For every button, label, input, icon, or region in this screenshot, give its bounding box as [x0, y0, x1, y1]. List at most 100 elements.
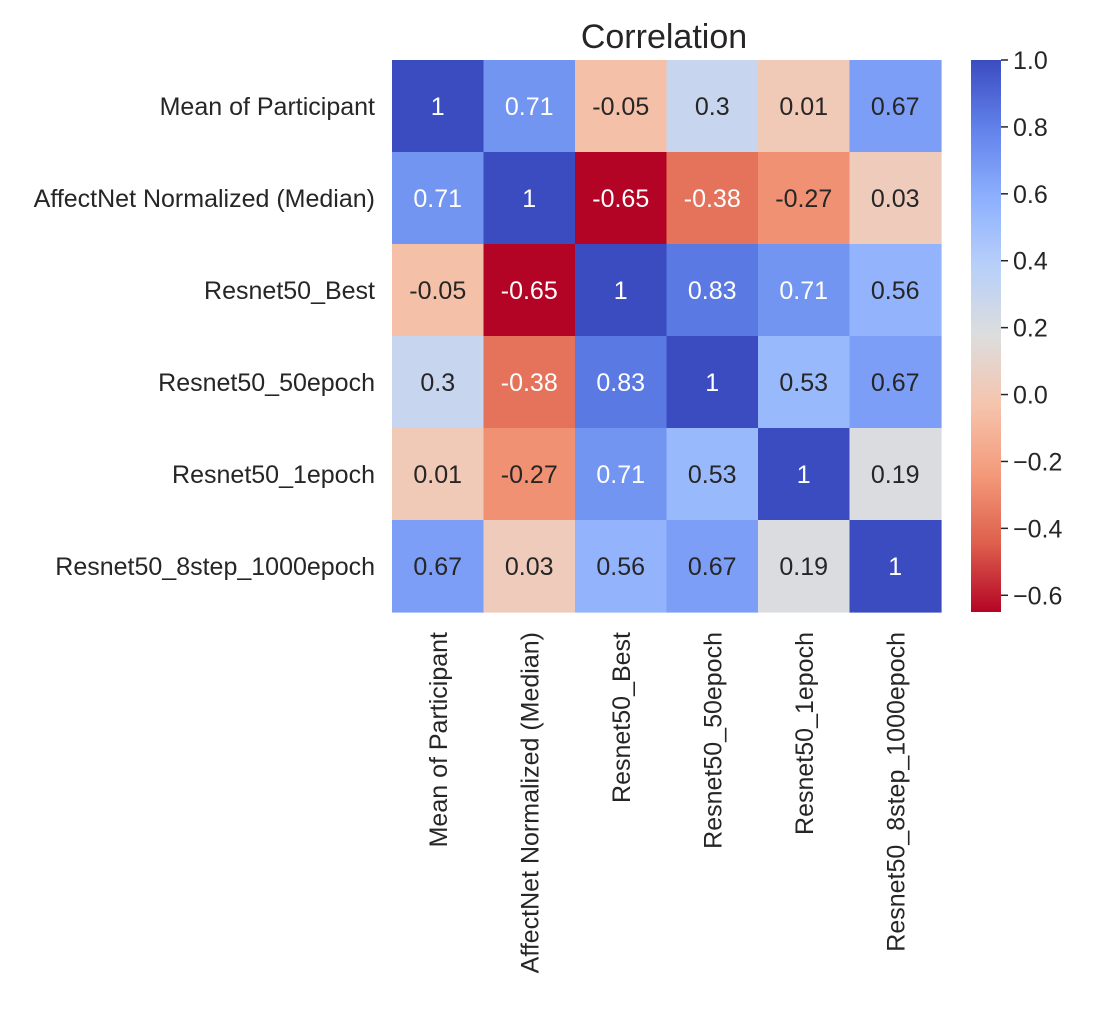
colorbar-tick-label-3: 0.4 [1013, 248, 1048, 276]
x-axis-tick-labels: Mean of Participant AffectNet Normalized … [425, 632, 911, 973]
cell-annotation-r3-c3: 1 [705, 369, 719, 397]
heatmap-cell-r5-c5 [849, 520, 942, 613]
colorbar-gradient [971, 60, 1001, 612]
heatmap-cell-r3-c2 [575, 336, 668, 429]
cell-annotation-r1-c3: -0.38 [684, 185, 741, 213]
heatmap-cell-r3-c1 [483, 336, 576, 429]
cell-annotation-r1-c0: 0.71 [413, 185, 462, 213]
cell-annotation-r4-c3: 0.53 [688, 461, 737, 489]
cell-annotation-r3-c5: 0.67 [871, 369, 920, 397]
cell-annotation-r2-c3: 0.83 [688, 277, 737, 305]
x-tick-label-resnet50-50epoch: Resnet50_50epoch [699, 632, 727, 849]
cell-annotation-r0-c2: -0.05 [592, 93, 649, 121]
heatmap-cells [392, 60, 942, 613]
cell-annotation-r3-c0: 0.3 [420, 369, 455, 397]
heatmap-cell-r2-c0 [392, 244, 485, 337]
heatmap-cell-r1-c5 [849, 152, 942, 245]
cell-annotation-r2-c2: 1 [614, 277, 628, 305]
heatmap-cell-r0-c5 [849, 60, 942, 153]
cell-annotation-r1-c1: 1 [522, 185, 536, 213]
cell-annotation-r4-c5: 0.19 [871, 461, 920, 489]
heatmap-cell-r0-c0 [392, 60, 485, 153]
x-tick-label-resnet50-8step-1000epoch: Resnet50_8step_1000epoch [882, 632, 910, 952]
colorbar-ticks: 1.0 0.8 0.6 0.4 0.2 0.0 −0.2 −0.4 −0.6 [1001, 47, 1062, 610]
y-tick-label-resnet50-best: Resnet50_Best [204, 277, 375, 305]
cell-annotation-r5-c1: 0.03 [505, 553, 554, 581]
x-tick-label-resnet50-1epoch: Resnet50_1epoch [791, 632, 819, 835]
colorbar-tick-label-2: 0.6 [1013, 181, 1048, 209]
heatmap-cell-r1-c4 [758, 152, 851, 245]
heatmap-cell-r0-c2 [575, 60, 668, 153]
heatmap-cell-r0-c3 [666, 60, 759, 153]
x-tick-label-mean-of-participant: Mean of Participant [425, 632, 453, 847]
cell-annotation-r5-c0: 0.67 [413, 553, 462, 581]
heatmap-cell-r1-c0 [392, 152, 485, 245]
colorbar-tick-label-1: 0.8 [1013, 114, 1048, 142]
heatmap-cell-r2-c5 [849, 244, 942, 337]
cell-annotation-r1-c2: -0.65 [592, 185, 649, 213]
cell-annotation-r0-c0: 1 [431, 93, 445, 121]
cell-annotation-r1-c5: 0.03 [871, 185, 920, 213]
heatmap-cell-r4-c5 [849, 428, 942, 521]
heatmap-cell-r5-c3 [666, 520, 759, 613]
heatmap-cell-r1-c3 [666, 152, 759, 245]
heatmap-cell-r1-c1 [483, 152, 576, 245]
heatmap-cell-r0-c4 [758, 60, 851, 153]
cell-annotation-r3-c2: 0.83 [596, 369, 645, 397]
y-tick-label-mean-of-participant: Mean of Participant [160, 93, 375, 121]
cell-annotation-r4-c0: 0.01 [413, 461, 462, 489]
colorbar-tick-label-5: 0.0 [1013, 382, 1048, 410]
cell-annotation-r5-c2: 0.56 [596, 553, 645, 581]
cell-annotation-r3-c4: 0.53 [779, 369, 828, 397]
heatmap-cell-r3-c4 [758, 336, 851, 429]
heatmap-cell-r4-c2 [575, 428, 668, 521]
colorbar: 1.0 0.8 0.6 0.4 0.2 0.0 −0.2 −0.4 −0.6 [971, 47, 1062, 612]
heatmap-cell-r3-c3 [666, 336, 759, 429]
cell-annotation-r5-c5: 1 [888, 553, 902, 581]
heatmap-cell-r5-c2 [575, 520, 668, 613]
y-tick-label-affectnet-normalized-median: AffectNet Normalized (Median) [34, 185, 375, 213]
cell-annotation-r0-c5: 0.67 [871, 93, 920, 121]
heatmap-cell-r3-c5 [849, 336, 942, 429]
heatmap-cell-r4-c1 [483, 428, 576, 521]
y-tick-label-resnet50-50epoch: Resnet50_50epoch [158, 369, 375, 397]
y-tick-label-resnet50-8step-1000epoch: Resnet50_8step_1000epoch [55, 553, 375, 581]
cell-annotation-r0-c1: 0.71 [505, 93, 554, 121]
heatmap-cell-r5-c1 [483, 520, 576, 613]
cell-annotation-r4-c1: -0.27 [501, 461, 558, 489]
cell-annotation-r2-c4: 0.71 [779, 277, 828, 305]
cell-annotation-r5-c3: 0.67 [688, 553, 737, 581]
cell-annotation-r5-c4: 0.19 [779, 553, 828, 581]
heatmap-cell-r1-c2 [575, 152, 668, 245]
cell-annotation-r4-c2: 0.71 [596, 461, 645, 489]
x-tick-label-resnet50-best: Resnet50_Best [608, 632, 636, 803]
heatmap-cell-r0-c1 [483, 60, 576, 153]
cell-annotation-r3-c1: -0.38 [501, 369, 558, 397]
heatmap-cell-r3-c0 [392, 336, 485, 429]
heatmap-cell-r2-c1 [483, 244, 576, 337]
y-axis-tick-labels: Mean of Participant AffectNet Normalized … [34, 93, 375, 581]
chart-title: Correlation [581, 18, 747, 56]
y-tick-label-resnet50-1epoch: Resnet50_1epoch [172, 461, 375, 489]
heatmap-cell-r5-c4 [758, 520, 851, 613]
cell-annotation-r2-c1: -0.65 [501, 277, 558, 305]
heatmap-cell-r4-c0 [392, 428, 485, 521]
colorbar-tick-label-4: 0.2 [1013, 315, 1048, 343]
cell-annotation-r0-c4: 0.01 [779, 93, 828, 121]
colorbar-tick-label-0: 1.0 [1013, 47, 1048, 75]
cell-annotation-r2-c0: -0.05 [409, 277, 466, 305]
heatmap-cell-r4-c3 [666, 428, 759, 521]
x-tick-label-affectnet-normalized-median: AffectNet Normalized (Median) [516, 632, 544, 973]
heatmap-cell-r2-c4 [758, 244, 851, 337]
colorbar-tick-label-6: −0.2 [1013, 448, 1062, 476]
cell-annotation-r1-c4: -0.27 [775, 185, 832, 213]
cell-annotation-r4-c4: 1 [797, 461, 811, 489]
cell-annotation-r0-c3: 0.3 [695, 93, 730, 121]
heatmap-cell-r2-c3 [666, 244, 759, 337]
cell-annotation-r2-c5: 0.56 [871, 277, 920, 305]
heatmap-annotations: 1 0.71 -0.05 0.3 0.01 0.67 0.71 1 -0.65 -0.38 -0.2… [409, 93, 919, 581]
heatmap-cell-r2-c2 [575, 244, 668, 337]
colorbar-tick-label-7: −0.4 [1013, 515, 1062, 543]
heatmap-cell-r5-c0 [392, 520, 485, 613]
